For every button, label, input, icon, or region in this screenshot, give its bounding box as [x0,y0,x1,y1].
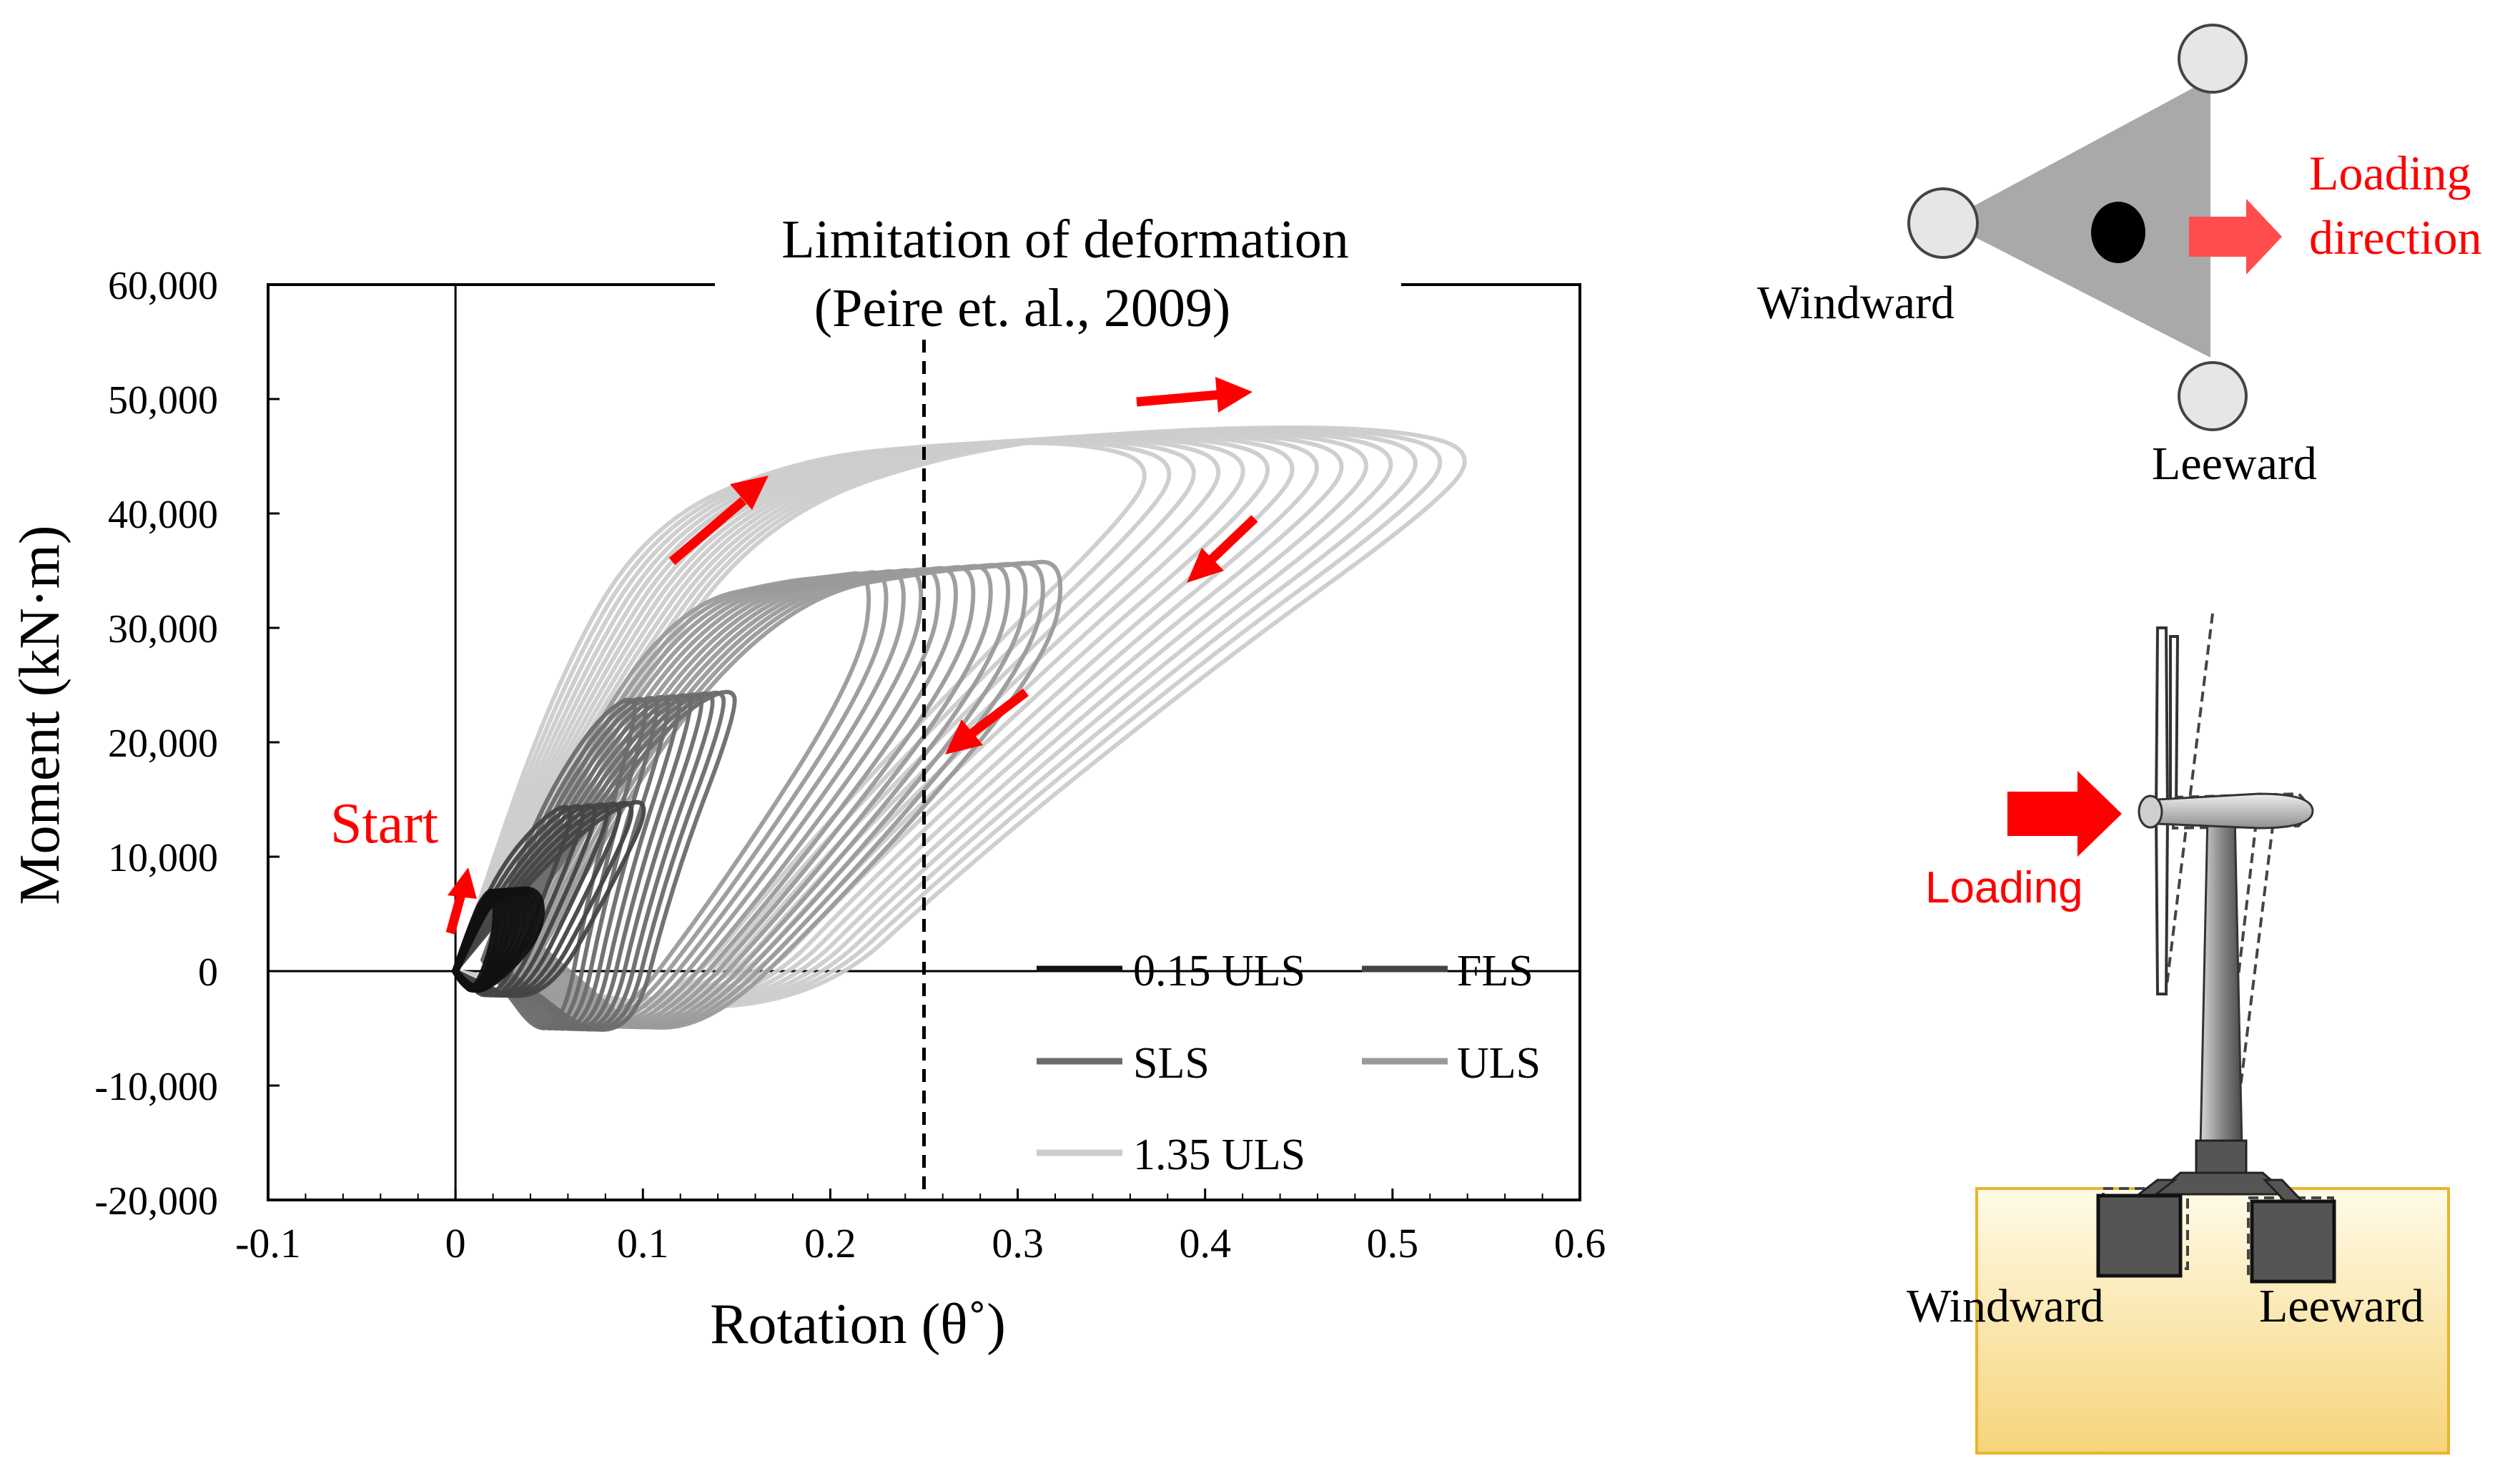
limit-label-background [715,193,1401,336]
loop-uls [540,559,1063,1030]
hub [2138,794,2163,829]
loop-1-35-uls [453,426,1443,1009]
loop-1-35-uls [453,430,1368,1009]
turbine-leeward-label: Leeward [2259,1280,2424,1332]
loading-direction-label-1: Loading [2309,146,2471,200]
pile-leeward [2178,361,2248,431]
turbine-loading-label: Loading [1925,863,2083,912]
legend-item-0-15-uls: 0.15 ULS [1037,947,1305,995]
x-tick-label: 0.2 [804,1220,856,1266]
wind-turbine-diagram: Loading Windward Leeward [1907,613,2450,1455]
pile-windward [1907,187,1979,259]
pile-top [2178,24,2248,94]
legend-label: 0.15 ULS [1133,947,1305,995]
loop-1-35-uls [453,441,1147,1008]
x-axis-ticks: -0.1 0 0.1 0.2 0.3 0.4 0.5 0.6 [235,1189,1606,1266]
foundation-triangle [1945,79,2210,358]
limit-label-line-2: (Peire et. al., 2009) [814,278,1230,338]
loop-1-35-uls [453,435,1270,1009]
x-tick-label: 0.6 [1554,1220,1606,1266]
x-tick-label: 0 [445,1220,466,1266]
turbine-windward-label: Windward [1907,1280,2104,1332]
leeward-bucket [2250,1199,2336,1284]
hysteresis-loops [452,425,1467,1032]
moment-rotation-chart: -0.1 0 0.1 0.2 0.3 0.4 0.5 0.6 -20,000 -10,000 0 1… [9,193,1606,1356]
y-tick-label: 0 [198,950,218,995]
rising-arrow [668,476,769,565]
legend-item-1-35-uls: 1.35 ULS [1037,1131,1305,1179]
loop-sls [480,697,637,1030]
loop-1-35-uls [453,431,1344,1009]
x-tick-label: -0.1 [235,1220,301,1266]
y-tick-label: 30,000 [108,607,218,651]
tower-center-dot [2091,202,2145,263]
legend-item-fls: FLS [1362,947,1533,995]
legend-item-uls: ULS [1362,1039,1541,1088]
limit-label-line-1: Limitation of deformation [781,210,1349,270]
y-axis-title: Moment (kN·m) [9,525,71,905]
loop-0-15-uls [452,886,545,993]
nacelle [2147,792,2314,830]
loop-1-35-uls [453,428,1393,1009]
windward-bucket [2096,1194,2183,1278]
peak-arrow [1136,377,1252,413]
y-axis-ticks: -20,000 -10,000 0 10,000 20,000 30,000 40,000 5… [94,264,280,1224]
loop-1-35-uls [453,433,1295,1009]
x-tick-label: 0.5 [1367,1220,1419,1266]
x-tick-label: 0.4 [1179,1220,1231,1266]
unloading-arrow-upper [1187,515,1258,583]
soil-block [1975,1187,2450,1455]
legend-label: ULS [1457,1039,1541,1088]
start-label: Start [330,792,438,855]
legend-label: FLS [1457,947,1533,995]
unloading-arrow-lower [945,688,1029,754]
loading-path-arrows [445,377,1258,935]
tripod-leeward-label: Leeward [2152,438,2317,490]
y-tick-label: 40,000 [108,493,218,537]
legend-label: 1.35 ULS [1133,1131,1305,1179]
y-tick-label: 60,000 [108,264,218,308]
x-tick-label: 0.1 [617,1220,669,1266]
x-tick-label: 0.3 [992,1220,1044,1266]
legend-label: SLS [1133,1039,1210,1088]
y-tick-label: -10,000 [94,1065,218,1109]
loop-sls [490,689,737,1032]
tripod-windward-label: Windward [1757,277,1955,329]
loading-direction-arrow [2189,199,2282,275]
tripod-plan-diagram: Windward Leeward Loading direction [1757,24,2482,490]
x-axis-title: Rotation (θ˚) [710,1293,1006,1356]
loop-fls [453,802,609,998]
wind-loading-arrow [2007,771,2122,857]
y-tick-label: -20,000 [94,1179,218,1224]
legend-item-sls: SLS [1037,1039,1210,1088]
loop-1-35-uls [453,432,1319,1009]
suction-buckets [2096,1194,2336,1284]
start-arrow [445,867,477,935]
y-tick-label: 20,000 [108,722,218,766]
y-tick-label: 50,000 [108,378,218,423]
legend: 0.15 ULS FLS SLS ULS 1.35 ULS [1037,947,1541,1179]
loading-direction-label-2: direction [2309,210,2482,265]
tower [2199,814,2243,1149]
y-tick-label: 10,000 [108,836,218,880]
